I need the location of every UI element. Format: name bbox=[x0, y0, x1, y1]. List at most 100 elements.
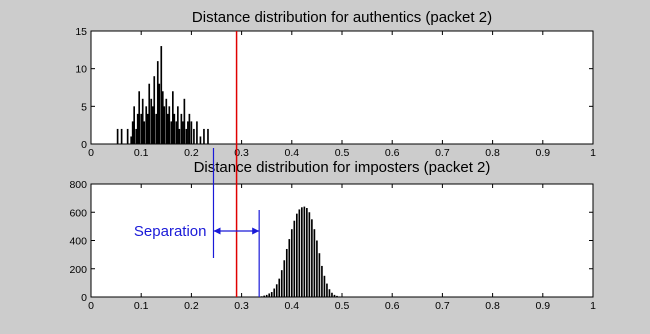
imposters-histogram-bar bbox=[333, 294, 336, 297]
imposters-histogram-bar bbox=[285, 248, 288, 297]
imposters-histogram-bar bbox=[316, 240, 318, 297]
authentics-chart-title: Distance distribution for authentics (pa… bbox=[192, 9, 492, 26]
authentics-histogram-bar bbox=[165, 98, 168, 144]
imposters-histogram-bar bbox=[280, 270, 283, 297]
imposters-histogram-bar bbox=[301, 207, 303, 297]
authentics-x-tick-label: 0.4 bbox=[284, 147, 299, 159]
authentics-histogram-bar bbox=[145, 106, 148, 144]
imposters-histogram-bar bbox=[290, 229, 293, 297]
authentics-histogram-bar bbox=[168, 106, 171, 144]
imposters-histogram-bar bbox=[328, 289, 331, 297]
authentics-x-tick-label: 0.9 bbox=[535, 147, 550, 159]
authentics-histogram-bar bbox=[136, 113, 139, 144]
authentics-x-tick-label: 0.8 bbox=[485, 147, 500, 159]
imposters-histogram-bar bbox=[268, 293, 271, 297]
imposters-histogram-bar bbox=[275, 284, 278, 297]
authentics-bars bbox=[116, 46, 209, 144]
imposters-chart-title: Distance distribution for imposters (pac… bbox=[194, 159, 491, 176]
authentics-histogram-bar bbox=[185, 128, 188, 144]
authentics-histogram-bar bbox=[120, 128, 123, 144]
authentics-histogram-bar bbox=[131, 121, 134, 144]
authentics-histogram-bar bbox=[177, 106, 179, 144]
imposters-plot-area bbox=[90, 183, 594, 298]
authentics-x-tick-label: 0.7 bbox=[435, 147, 450, 159]
imposters-histogram-bar bbox=[313, 229, 316, 297]
imposters-y-tick-label: 0 bbox=[81, 292, 87, 304]
authentics-histogram-bar bbox=[196, 121, 198, 144]
imposters-y-tick-label: 600 bbox=[69, 207, 87, 219]
imposters-histogram-bar bbox=[293, 220, 296, 297]
authentics-histogram-bar bbox=[116, 128, 119, 144]
imposters-y-tick-label: 400 bbox=[69, 236, 87, 248]
authentics-histogram-bar bbox=[188, 113, 191, 144]
authentics-x-tick-label: 0 bbox=[88, 147, 94, 159]
imposters-x-tick-label: 0.3 bbox=[234, 300, 249, 312]
imposters-histogram-bar bbox=[318, 253, 321, 297]
imposters-x-tick-label: 0 bbox=[88, 300, 94, 312]
authentics-histogram-bar bbox=[158, 83, 161, 144]
authentics-histogram-bar bbox=[133, 106, 135, 144]
imposters-histogram-bar bbox=[321, 265, 323, 297]
authentics-x-tick-label: 0.1 bbox=[134, 147, 149, 159]
authentics-histogram-bar bbox=[160, 46, 163, 144]
imposters-x-tick-label: 0.5 bbox=[335, 300, 350, 312]
authentics-y-tick-label: 5 bbox=[81, 101, 87, 113]
authentics-x-tick-label: 0.3 bbox=[234, 147, 249, 159]
authentics-y-tick-label: 0 bbox=[81, 139, 87, 151]
authentics-histogram-bar bbox=[175, 121, 178, 144]
authentics-histogram-bar bbox=[163, 106, 166, 144]
authentics-histogram-bar bbox=[170, 121, 173, 144]
authentics-histogram-bar bbox=[199, 136, 202, 144]
authentics-x-tick-label: 0.2 bbox=[184, 147, 199, 159]
authentics-histogram-bar bbox=[190, 121, 193, 144]
separation-arrowhead-left bbox=[213, 227, 221, 235]
authentics-x-tick-label: 1 bbox=[590, 147, 596, 159]
authentics-histogram-bar bbox=[148, 83, 151, 144]
authentics-y-tick-label: 10 bbox=[75, 64, 87, 76]
authentics-histogram-bar bbox=[130, 136, 132, 144]
imposters-histogram-bar bbox=[288, 239, 291, 297]
imposters-bars bbox=[258, 206, 343, 297]
imposters-x-tick-label: 0.4 bbox=[284, 300, 299, 312]
separation-arrowhead-right bbox=[252, 227, 260, 235]
imposters-histogram-bar bbox=[336, 295, 338, 297]
authentics-histogram-bar bbox=[143, 121, 146, 144]
authentics-histogram-bar bbox=[156, 61, 159, 144]
imposters-histogram-bar bbox=[298, 209, 301, 297]
authentics-x-tick-label: 0.5 bbox=[335, 147, 350, 159]
imposters-histogram-bar bbox=[306, 208, 308, 297]
annotation-overlay: Separation bbox=[134, 31, 260, 297]
authentics-histogram-bar bbox=[141, 98, 144, 144]
imposters-axes: 0 0.1 0.2 0.3 0.4 0.5 0.6 0.7 0.8 0.9 1 0 200 400 600 8… bbox=[69, 179, 596, 312]
imposters-x-tick-label: 0.7 bbox=[435, 300, 450, 312]
imposters-histogram-bar bbox=[278, 278, 281, 297]
imposters-histogram-bar bbox=[331, 292, 333, 297]
authentics-histogram-bar bbox=[183, 98, 186, 144]
authentics-histogram-bar bbox=[187, 121, 189, 144]
authentics-histogram-bar bbox=[161, 91, 164, 144]
authentics-histogram-bar bbox=[178, 128, 181, 144]
authentics-histogram-bar bbox=[155, 113, 158, 144]
imposters-x-tick-label: 0.2 bbox=[184, 300, 199, 312]
authentics-histogram-bar bbox=[166, 113, 169, 144]
separation-label: Separation bbox=[134, 223, 207, 240]
authentics-histogram-bar bbox=[193, 128, 195, 144]
authentics-histogram-bar bbox=[138, 91, 141, 144]
authentics-histogram-bar bbox=[172, 91, 174, 144]
authentics-histogram-bar bbox=[146, 113, 149, 144]
imposters-y-tick-label: 200 bbox=[69, 264, 87, 276]
imposters-x-tick-label: 0.6 bbox=[385, 300, 400, 312]
imposters-histogram-bar bbox=[270, 292, 273, 297]
authentics-histogram-bar bbox=[207, 128, 209, 144]
imposters-x-tick-label: 0.9 bbox=[535, 300, 550, 312]
authentics-histogram-bar bbox=[180, 113, 183, 144]
imposters-histogram-bar bbox=[311, 219, 313, 297]
authentics-x-tick-label: 0.6 bbox=[385, 147, 400, 159]
imposters-histogram-bar bbox=[303, 206, 306, 297]
imposters-x-tick-label: 0.8 bbox=[485, 300, 500, 312]
imposters-histogram-bar bbox=[273, 288, 276, 297]
authentics-histogram-bar bbox=[151, 106, 154, 144]
imposters-histogram-bar bbox=[323, 275, 326, 297]
